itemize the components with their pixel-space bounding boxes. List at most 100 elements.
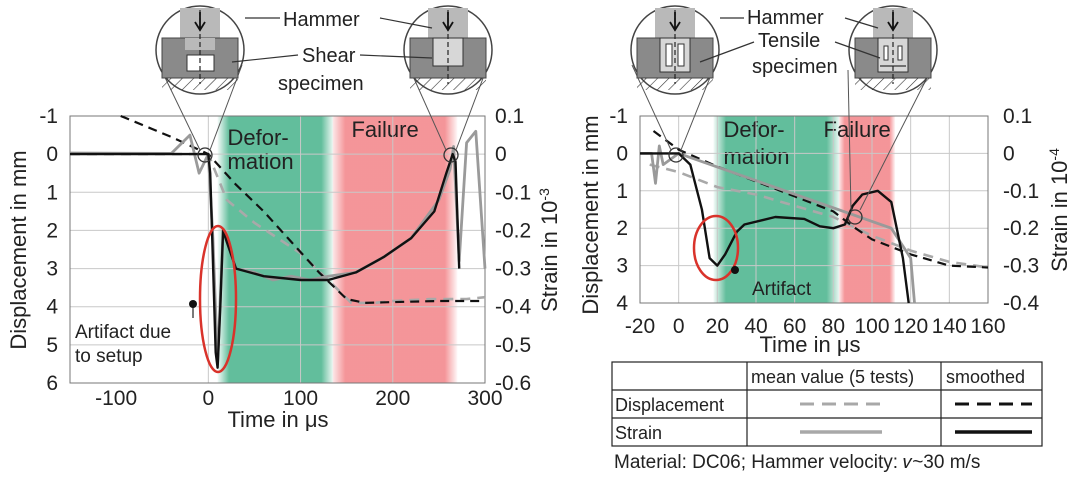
series-line-disp-mean [70, 152, 486, 305]
left-zoom-point-2 [443, 147, 459, 163]
region-label-failure-0: Failure [824, 117, 891, 142]
x-tick-label: 0 [673, 315, 685, 338]
y2-tick-label: -0.6 [495, 372, 531, 395]
x-tick-label: 80 [822, 315, 845, 338]
y2-tick-label: 0.1 [495, 105, 524, 128]
legend-table: mean value (5 tests) smoothed Displaceme… [611, 361, 1043, 447]
left-chart-regions: Defor-mation Failure [217, 116, 458, 383]
left-specimen-leader-1 [231, 54, 299, 63]
right-inset-tensile-start [630, 5, 720, 95]
x-tick-label: 200 [375, 387, 410, 410]
right-artifact-label: Artifact [752, 279, 812, 300]
y2-tick-label: -0.5 [495, 334, 531, 357]
x-tick-label: 140 [932, 315, 967, 338]
series-line-disp-mean [649, 163, 989, 269]
left-specimen-leader-2 [359, 54, 433, 59]
left-x-axis-label: Time in μs [227, 407, 328, 432]
region-label-failure-0: Failure [351, 117, 418, 142]
left-y2-axis-label-base: Strain in 10 [537, 201, 562, 312]
y2-tick-label: -0.2 [1003, 217, 1039, 240]
left-specimen-label-line2: specimen [278, 73, 364, 95]
left-y2-axis-label-exponent: -3 [536, 188, 552, 201]
x-tick-label: 0 [202, 387, 214, 410]
region-band-failure [839, 116, 896, 303]
left-artifact-label-line1: Artifact due [75, 322, 171, 343]
left-artifact-marker [189, 300, 197, 308]
region-band-deformation [217, 116, 333, 383]
region-label-deformation-0: Defor- [228, 125, 289, 150]
y-tick-label: 3 [46, 258, 58, 281]
footer-material-note: Material: DC06; Hammer velocity: 𝑣~30 m/… [614, 452, 981, 473]
left-y-axis-label: Displacement in mm [6, 150, 31, 349]
left-chart-tick-labels: -100 0 100 200 300 -1 0 1 2 3 4 5 6 0.1 0 -0.1 -0.2 -0.3 -… [39, 105, 531, 410]
y-tick-label: -1 [609, 105, 628, 128]
y-tick-label: -1 [39, 105, 58, 128]
y2-tick-label: 0.1 [1003, 105, 1032, 128]
right-zoom-point-2 [847, 209, 863, 225]
right-plot-frame [639, 115, 989, 304]
right-specimen-label-line2: specimen [752, 56, 838, 78]
y-tick-label: 5 [46, 334, 58, 357]
right-chart-series [640, 130, 989, 304]
right-hammer-leader-2 [844, 17, 879, 29]
left-chart-series [69, 114, 487, 369]
x-tick-label: 60 [783, 315, 806, 338]
series-line-strain-smooth [640, 152, 910, 304]
y-tick-label: 6 [46, 372, 58, 395]
region-label-deformation-1: mation [228, 149, 294, 174]
y2-tick-label: 0 [1003, 142, 1015, 165]
y2-tick-label: -0.2 [495, 219, 531, 242]
y-tick-label: 3 [616, 255, 628, 278]
left-inset-shear-failure [403, 5, 493, 95]
y2-tick-label: -0.4 [1003, 292, 1040, 315]
right-y2-axis-label-exponent: -4 [1046, 148, 1062, 161]
x-tick-label: 120 [893, 315, 928, 338]
left-chart-grid [70, 116, 485, 383]
right-specimen-leader-2 [834, 41, 881, 59]
legend-header-mean: mean value (5 tests) [751, 367, 914, 387]
y2-tick-label: -0.1 [1003, 180, 1039, 203]
legend-header-smoothed: smoothed [946, 367, 1025, 387]
y-tick-label: 4 [616, 292, 628, 315]
left-artifact-ellipse [198, 224, 238, 374]
y-tick-label: 0 [46, 143, 58, 166]
right-specimen-leader-1 [699, 41, 755, 63]
y2-tick-label: -0.3 [495, 258, 531, 281]
left-artifact-label-line2: to setup [75, 346, 143, 367]
x-tick-label: -100 [95, 387, 137, 410]
region-label-deformation-0: Defor- [723, 117, 784, 142]
right-artifact-marker [731, 266, 739, 274]
right-hammer-label: Hammer [747, 7, 824, 29]
legend-row-label-displacement: Displacement [615, 395, 724, 415]
x-tick-label: 160 [970, 315, 1005, 338]
right-y2-axis-label-base: Strain in 10 [1047, 161, 1072, 272]
right-x-axis-label: Time in μs [759, 332, 860, 357]
left-zoom-point-1 [197, 147, 213, 163]
x-tick-label: 100 [854, 315, 889, 338]
right-zoom-line-d [859, 71, 931, 211]
left-inset-shear-start [155, 5, 245, 95]
right-artifact-ellipse [692, 214, 740, 282]
left-hammer-label: Hammer [283, 9, 360, 31]
x-tick-label: -20 [625, 315, 655, 338]
right-chart-tick-labels: -20 0 20 40 60 80 100 120 140 160 -1 0 1 2 3 4 0.1 0 -0.1 -… [609, 105, 1039, 338]
series-line-disp-smooth [652, 130, 989, 269]
right-y-axis-label: Displacement in mm [578, 115, 603, 314]
y-tick-label: 2 [46, 219, 58, 242]
series-line-disp-smooth [120, 114, 485, 304]
left-chart: Defor-mation Failure -100 0 100 200 300 -1 0 1 2 3… [6, 5, 562, 432]
x-tick-label: 300 [467, 387, 502, 410]
y2-tick-label: -0.3 [1003, 255, 1039, 278]
series-line-strain-mean [640, 144, 916, 304]
x-tick-label: 40 [744, 315, 767, 338]
y2-tick-label: 0 [495, 143, 507, 166]
y-tick-label: 1 [46, 181, 58, 204]
series-line-strain-smooth [70, 152, 461, 369]
y2-tick-label: -0.4 [495, 296, 532, 319]
y-tick-label: 1 [616, 180, 628, 203]
left-hammer-leader-2 [379, 17, 433, 29]
x-tick-label: 20 [706, 315, 729, 338]
right-specimen-label-line1: Tensile [758, 30, 820, 52]
